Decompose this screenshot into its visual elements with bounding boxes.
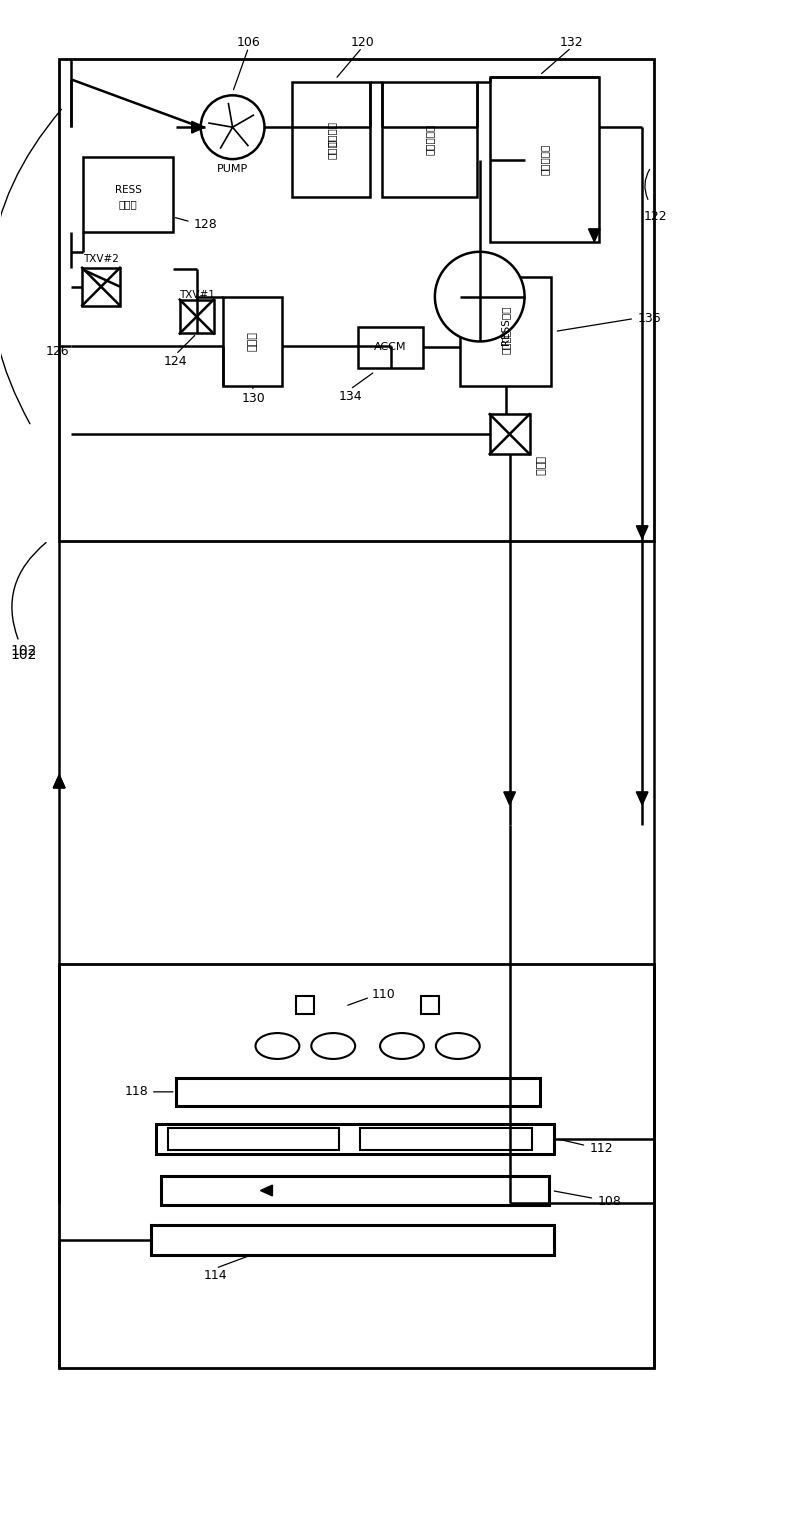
Text: 蒸发器: 蒸发器 <box>247 331 258 351</box>
Text: 128: 128 <box>194 218 218 232</box>
Polygon shape <box>261 1185 273 1196</box>
Text: 110: 110 <box>372 988 396 1000</box>
Text: TXV#1: TXV#1 <box>178 290 214 299</box>
Circle shape <box>201 96 265 159</box>
Bar <box>292 82 370 197</box>
Text: 106: 106 <box>237 37 261 49</box>
Text: 118: 118 <box>125 1086 149 1098</box>
Text: PUMP: PUMP <box>217 165 248 174</box>
FancyArrowPatch shape <box>0 110 62 424</box>
Text: 112: 112 <box>590 1142 613 1154</box>
Polygon shape <box>636 526 648 538</box>
Text: RESS: RESS <box>114 186 142 195</box>
Bar <box>358 326 423 369</box>
Text: TXV#2: TXV#2 <box>83 253 119 264</box>
Bar <box>382 82 477 197</box>
Text: 空调压缩机: 空调压缩机 <box>539 143 550 175</box>
Text: 134: 134 <box>338 390 362 403</box>
Polygon shape <box>54 775 65 788</box>
Bar <box>296 996 314 1014</box>
Ellipse shape <box>311 1032 355 1058</box>
Bar <box>421 996 439 1014</box>
Text: 加热器: 加热器 <box>326 140 336 159</box>
Bar <box>460 276 551 386</box>
Text: 高压电池组: 高压电池组 <box>424 124 434 156</box>
Polygon shape <box>54 775 65 788</box>
Bar <box>222 297 282 386</box>
Text: ACCM: ACCM <box>374 343 406 352</box>
Text: 130: 130 <box>242 392 266 404</box>
Polygon shape <box>504 791 515 805</box>
Bar <box>59 964 654 1368</box>
Bar <box>180 299 214 334</box>
Text: 126: 126 <box>46 345 69 358</box>
Text: 114: 114 <box>204 1269 227 1281</box>
Text: 制模式阀: 制模式阀 <box>501 329 510 354</box>
Text: 102: 102 <box>10 543 46 659</box>
Text: 136: 136 <box>637 313 661 325</box>
Circle shape <box>435 252 525 342</box>
Bar <box>156 1124 554 1153</box>
Bar <box>59 59 654 541</box>
Bar <box>360 1127 531 1150</box>
Bar <box>168 1127 339 1150</box>
Ellipse shape <box>255 1032 299 1058</box>
Bar <box>490 415 530 454</box>
Ellipse shape <box>380 1032 424 1058</box>
Bar <box>490 78 599 242</box>
Bar <box>83 157 173 232</box>
Text: 102: 102 <box>10 648 37 662</box>
Bar <box>176 1078 539 1106</box>
Text: 120: 120 <box>350 37 374 49</box>
Text: 132: 132 <box>559 37 583 49</box>
Text: 高压电池: 高压电池 <box>326 120 336 146</box>
Polygon shape <box>192 122 205 133</box>
Text: 冷却器: 冷却器 <box>118 200 138 209</box>
Bar <box>151 1226 554 1255</box>
Ellipse shape <box>436 1032 480 1058</box>
Bar <box>161 1176 550 1205</box>
Text: RESS冷却: RESS冷却 <box>501 307 510 345</box>
Text: 108: 108 <box>598 1196 621 1208</box>
Polygon shape <box>589 229 600 242</box>
Text: 124: 124 <box>164 355 187 368</box>
Text: 四通阀: 四通阀 <box>534 456 545 476</box>
Bar <box>82 268 120 305</box>
Text: 122: 122 <box>644 210 668 223</box>
Polygon shape <box>636 791 648 805</box>
